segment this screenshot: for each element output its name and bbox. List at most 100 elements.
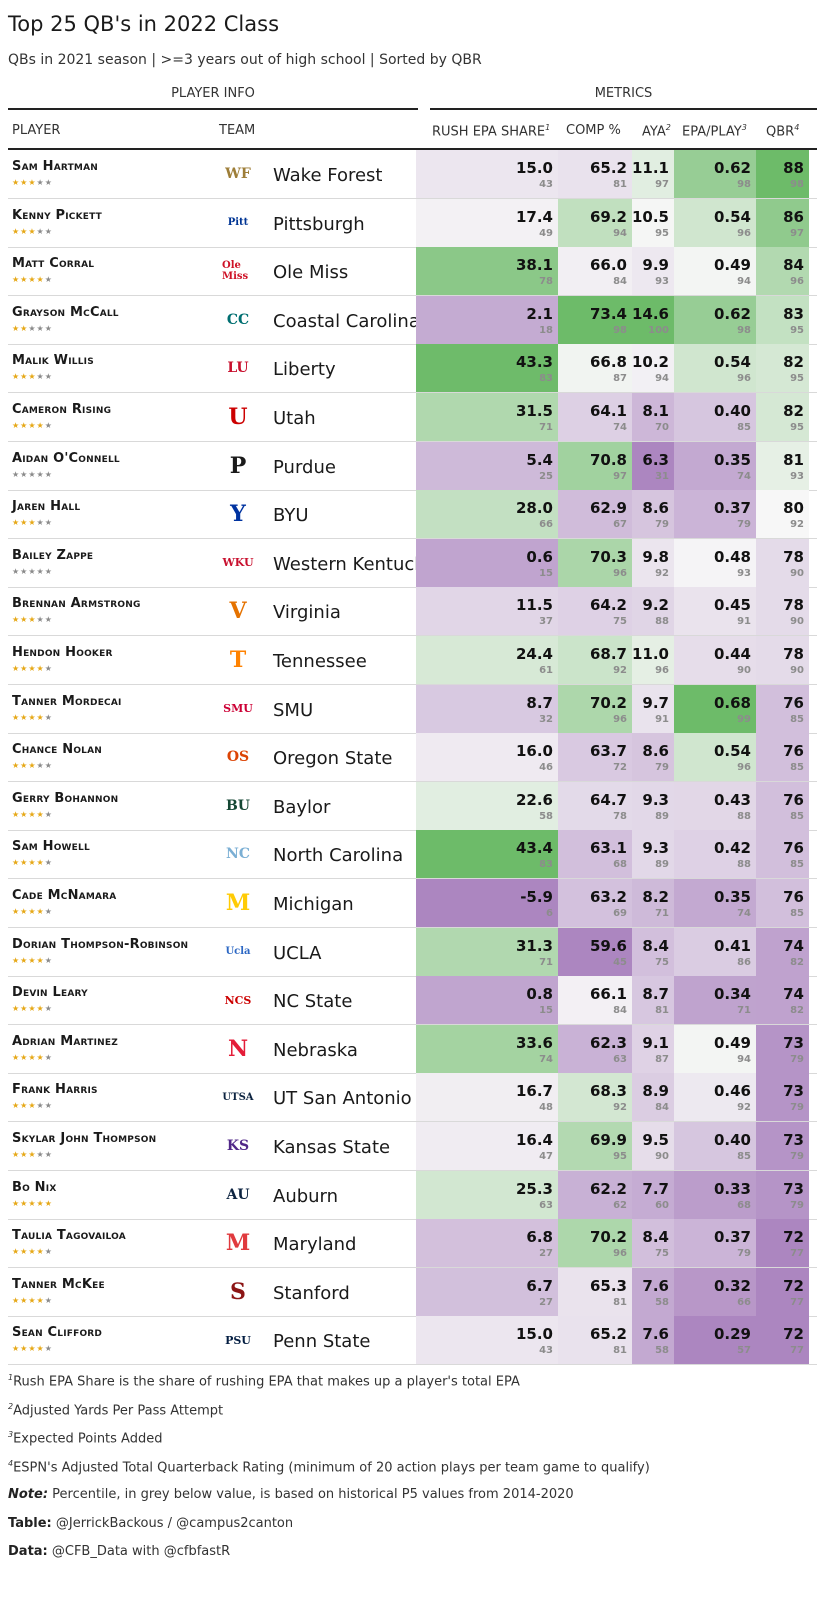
star-icon: ★ — [20, 1198, 29, 1208]
metric-cell-aya: 8.9 84 — [632, 1073, 674, 1122]
metric-cell-rush: 0.6 15 — [416, 538, 558, 587]
star-icon: ★ — [20, 1101, 29, 1111]
footnote-text: Rush EPA Share is the share of rushing E… — [13, 1374, 520, 1390]
star-icon: ★ — [12, 1295, 21, 1305]
team-name: Pittsburgh — [273, 213, 365, 235]
metric-percentile: 82 — [790, 1005, 804, 1017]
page-title: Top 25 QB's in 2022 Class — [8, 12, 280, 36]
metric-value: 63.1 — [589, 839, 627, 858]
metric-value: 31.3 — [515, 936, 553, 955]
metric-cell-rush: 16.7 48 — [416, 1073, 558, 1122]
star-icon: ★ — [36, 566, 45, 576]
metric-cell-comp: 70.8 97 — [558, 441, 632, 490]
metric-cell-comp: 70.3 96 — [558, 538, 632, 587]
metric-percentile: 93 — [737, 567, 751, 579]
metric-cell-epa: 0.49 94 — [674, 247, 756, 296]
metric-percentile: 100 — [648, 324, 669, 336]
metric-value: 76 — [783, 693, 804, 712]
team-logo-icon: AU — [226, 1186, 250, 1203]
metric-percentile: 71 — [655, 908, 669, 919]
table-row: Frank Harris ★★★★★ UTSA UT San Antonio 16.7 4… — [8, 1073, 817, 1123]
metric-value: 62.3 — [589, 1033, 627, 1052]
metric-cell-epa: 0.68 99 — [674, 684, 756, 733]
metric-percentile: 66 — [539, 519, 553, 531]
star-icon: ★ — [28, 907, 37, 916]
metric-cell-aya: 11.0 96 — [632, 636, 674, 684]
metric-value: 84 — [783, 256, 804, 275]
table-row: Kenny Pickett ★★★★★ Pitt Pittsburgh 17.4 49 69… — [8, 198, 817, 248]
metric-value: 11.0 — [631, 645, 669, 663]
team-name: Virginia — [273, 602, 341, 624]
star-icon: ★ — [36, 1052, 45, 1062]
metric-value: 7.6 — [642, 1325, 669, 1344]
star-icon: ★ — [44, 566, 53, 576]
metric-cell-epa: 0.44 90 — [674, 636, 756, 684]
metric-cell-epa: 0.48 93 — [674, 538, 756, 587]
star-icon: ★ — [44, 469, 53, 479]
star-icon: ★ — [36, 1344, 45, 1354]
metric-percentile: 91 — [655, 713, 669, 725]
star-icon: ★ — [36, 1101, 45, 1111]
star-icon: ★ — [20, 275, 29, 285]
col-header-epa: EPA/PLAY3 — [682, 123, 747, 139]
metric-percentile: 72 — [613, 762, 627, 774]
player-name: Jaren Hall — [12, 499, 81, 515]
metric-percentile: 94 — [613, 227, 627, 239]
star-icon: ★ — [44, 1150, 53, 1159]
metric-value: 0.40 — [713, 1131, 751, 1149]
metric-percentile: 85 — [790, 859, 804, 871]
metric-cell-epa: 0.46 92 — [674, 1073, 756, 1122]
team-name: Penn State — [273, 1331, 371, 1353]
metric-cell-comp: 68.3 92 — [558, 1073, 632, 1122]
metric-cell-epa: 0.62 98 — [674, 150, 756, 198]
star-icon: ★ — [44, 372, 53, 382]
metric-percentile: 95 — [655, 227, 669, 239]
table-row: Malik Willis ★★★★★ LU Liberty 43.3 83 66.8 87 10… — [8, 344, 817, 394]
metric-percentile: 85 — [790, 762, 804, 774]
star-icon: ★ — [20, 1344, 29, 1354]
table-row: Adrian Martinez ★★★★★ N Nebraska 33.6 74 62.3 6… — [8, 1024, 817, 1074]
star-rating: ★★★★★ — [12, 907, 53, 916]
metric-cell-comp: 63.7 72 — [558, 733, 632, 782]
metric-cell-comp: 66.0 84 — [558, 247, 632, 296]
star-icon: ★ — [20, 955, 29, 965]
metric-cell-comp: 62.9 67 — [558, 490, 632, 539]
star-icon: ★ — [44, 1052, 53, 1062]
star-icon: ★ — [36, 615, 45, 625]
header-rule — [8, 148, 817, 150]
star-icon: ★ — [12, 907, 21, 916]
metric-value: 0.43 — [713, 790, 751, 809]
metric-value: 28.0 — [515, 499, 553, 518]
star-icon: ★ — [12, 323, 21, 333]
metric-value: 0.45 — [713, 596, 751, 615]
star-rating: ★★★★★ — [12, 858, 53, 867]
metric-cell-aya: 9.2 88 — [632, 587, 674, 636]
metric-percentile: 81 — [655, 1005, 669, 1017]
metric-value: 8.7 — [526, 693, 553, 712]
star-icon: ★ — [20, 664, 29, 673]
metric-percentile: 58 — [655, 1345, 669, 1357]
spanner-player-info-line — [8, 108, 418, 110]
metric-value: 0.54 — [713, 353, 751, 372]
star-icon: ★ — [44, 1101, 53, 1111]
metric-value: 63.7 — [589, 742, 627, 761]
metric-value: 0.40 — [713, 402, 751, 420]
metric-percentile: 87 — [613, 373, 627, 385]
metric-value: 72 — [783, 1228, 804, 1247]
star-icon: ★ — [12, 809, 21, 819]
metric-percentile: 27 — [539, 1296, 553, 1308]
metric-cell-aya: 9.5 90 — [632, 1122, 674, 1170]
star-rating: ★★★★★ — [12, 1199, 53, 1208]
player-name: Sam Howell — [12, 839, 90, 855]
col-header-epa-label: EPA/PLAY — [682, 124, 742, 140]
star-icon: ★ — [36, 712, 45, 722]
metric-percentile: 78 — [539, 276, 553, 288]
metric-value: 68.7 — [589, 645, 627, 663]
star-icon: ★ — [12, 761, 21, 771]
metric-cell-aya: 7.6 58 — [632, 1267, 674, 1316]
player-name: Sean Clifford — [12, 1325, 103, 1341]
col-header-qbr-sup: 4 — [794, 123, 800, 132]
team-name: Auburn — [273, 1185, 339, 1207]
metric-value: 8.1 — [642, 402, 669, 420]
metric-value: 0.49 — [713, 1033, 751, 1052]
